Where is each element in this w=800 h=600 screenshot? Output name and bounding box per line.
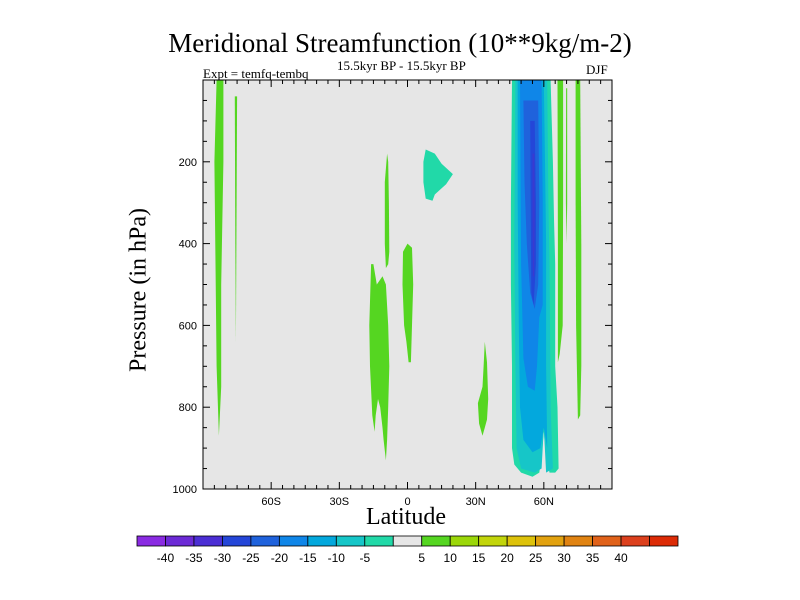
colorbar-swatch-6 bbox=[307, 535, 337, 547]
colorbar-swatch-13 bbox=[506, 535, 537, 547]
axes-layer: 60S 30S 0 30N 60N 200 400 600 800 1000 bbox=[173, 79, 613, 508]
colorbar-label-10: 15 bbox=[472, 551, 486, 565]
colorbar-label-5: -15 bbox=[299, 551, 317, 565]
contour-region-16 bbox=[575, 80, 582, 420]
colorbar-swatch-3 bbox=[222, 535, 252, 547]
colorbar-swatch-2 bbox=[193, 535, 223, 547]
y-tick-label-3: 800 bbox=[179, 402, 197, 414]
contour-region-4 bbox=[402, 243, 414, 363]
colorbar-label-14: 35 bbox=[586, 551, 600, 565]
colorbar-swatch-16 bbox=[592, 535, 622, 547]
contour-region-6 bbox=[477, 341, 489, 436]
x-tick-label-4: 60N bbox=[534, 496, 554, 508]
colorbar-label-12: 25 bbox=[529, 551, 543, 565]
contour-region-0 bbox=[214, 80, 224, 436]
experiment-label: Expt = temfq-tembq bbox=[203, 66, 309, 81]
colorbar-label-13: 30 bbox=[557, 551, 571, 565]
contour-region-1 bbox=[234, 96, 238, 342]
contour-region-5 bbox=[423, 149, 453, 201]
colorbar-label-15: 40 bbox=[614, 551, 628, 565]
x-tick-label-1: 30S bbox=[330, 496, 350, 508]
y-tick-label-4: 1000 bbox=[173, 484, 197, 496]
colorbar-swatch-12 bbox=[478, 535, 508, 547]
x-tick-label-2: 0 bbox=[404, 496, 410, 508]
x-tick-label-0: 60S bbox=[261, 496, 281, 508]
y-tick-label-0: 200 bbox=[179, 157, 197, 169]
colorbar-label-6: -10 bbox=[328, 551, 346, 565]
chart-title: Meridional Streamfunction (10**9kg/m-2) bbox=[168, 28, 632, 58]
colorbar-label-7: -5 bbox=[359, 551, 370, 565]
colorbar-swatch-10 bbox=[421, 535, 451, 547]
colorbar-label-2: -30 bbox=[214, 551, 232, 565]
colorbar-swatch-14 bbox=[535, 535, 565, 547]
colorbar-layer: -40 -35 -30 -25 -20 -15 -10 -5 5 10 15 20 25 30 35 40 bbox=[136, 535, 679, 565]
contour-region-3 bbox=[384, 153, 390, 269]
colorbar-label-11: 20 bbox=[500, 551, 514, 565]
x-tick-label-3: 30N bbox=[466, 496, 486, 508]
y-tick-label-2: 600 bbox=[179, 320, 197, 332]
contour-region-14 bbox=[557, 80, 564, 363]
season-label: DJF bbox=[586, 62, 608, 77]
colorbar-swatch-9 bbox=[392, 535, 423, 547]
colorbar-swatch-11 bbox=[449, 535, 480, 547]
colorbar-swatch-15 bbox=[563, 535, 593, 547]
colorbar-label-9: 10 bbox=[444, 551, 458, 565]
period-label: 15.5kyr BP - 15.5kyr BP bbox=[337, 58, 466, 73]
colorbar-label-3: -25 bbox=[242, 551, 260, 565]
y-tick-label-1: 400 bbox=[179, 239, 197, 251]
colorbar-swatch-7 bbox=[335, 535, 366, 547]
colorbar-label-1: -35 bbox=[185, 551, 203, 565]
colorbar-label-4: -20 bbox=[271, 551, 289, 565]
colorbar-label-8: 5 bbox=[418, 551, 425, 565]
x-axis-label: Latitude bbox=[366, 504, 446, 530]
contour-region-2 bbox=[369, 264, 390, 461]
colorbar-swatch-5 bbox=[278, 535, 309, 547]
contour-region-15 bbox=[565, 88, 568, 244]
colorbar-swatch-18 bbox=[649, 535, 679, 547]
contour-layer bbox=[203, 80, 612, 489]
colorbar-swatch-4 bbox=[250, 535, 280, 547]
colorbar-swatch-8 bbox=[364, 535, 394, 547]
colorbar-swatch-0 bbox=[136, 535, 166, 547]
colorbar-label-0: -40 bbox=[157, 551, 175, 565]
colorbar-swatch-1 bbox=[165, 535, 195, 547]
contour-region-13 bbox=[532, 153, 535, 277]
colorbar-swatch-17 bbox=[620, 535, 650, 547]
